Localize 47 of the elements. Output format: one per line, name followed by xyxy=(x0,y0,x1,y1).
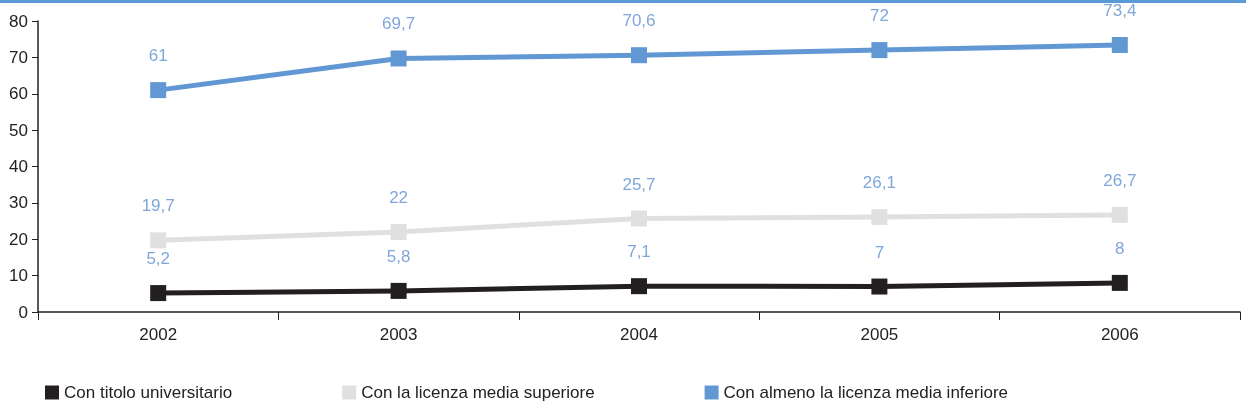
y-tick-label: 60 xyxy=(9,84,28,104)
data-label: 22 xyxy=(389,187,409,207)
y-tick-label: 80 xyxy=(9,11,28,31)
y-tick-label: 20 xyxy=(9,229,28,249)
x-tick-label: 2005 xyxy=(860,325,899,344)
x-tick-label: 2004 xyxy=(620,325,658,344)
point xyxy=(631,278,647,295)
point xyxy=(150,285,167,302)
point xyxy=(1111,206,1128,223)
point xyxy=(390,282,407,299)
x-tick-label: 2006 xyxy=(1100,325,1139,344)
y-tick-label: 10 xyxy=(9,266,28,286)
data-label: 70,6 xyxy=(622,11,656,31)
y-tick-label: 50 xyxy=(9,120,28,140)
y-tick-label: 0 xyxy=(18,302,28,322)
point xyxy=(631,47,647,64)
y-tick-label: 70 xyxy=(9,47,28,67)
data-label: 8 xyxy=(1115,238,1125,258)
data-label: 73,4 xyxy=(1103,1,1137,21)
data-label: 72 xyxy=(869,6,889,26)
point xyxy=(1111,274,1128,291)
y-tick-label: 30 xyxy=(9,193,28,213)
data-label: 19,7 xyxy=(141,196,175,216)
point xyxy=(390,50,407,67)
data-label: 26,1 xyxy=(862,173,896,193)
point xyxy=(390,223,407,240)
legend-label: Con la licenza media superiore xyxy=(361,383,595,402)
point xyxy=(871,278,888,295)
point xyxy=(150,82,167,99)
legend-label: Con almeno la licenza media inferiore xyxy=(723,383,1009,402)
point xyxy=(871,209,888,226)
y-tick-label: 40 xyxy=(9,157,28,176)
data-label: 25,7 xyxy=(622,174,656,194)
data-label: 7,1 xyxy=(627,242,651,262)
data-label: 5,8 xyxy=(386,246,411,266)
point xyxy=(1111,37,1128,54)
data-label: 26,7 xyxy=(1103,170,1137,190)
data-label: 61 xyxy=(148,46,168,66)
x-tick-label: 2002 xyxy=(139,325,178,344)
point xyxy=(150,232,167,249)
point xyxy=(631,210,647,227)
data-label: 5,2 xyxy=(146,249,171,269)
data-label: 69,7 xyxy=(382,14,416,34)
x-tick-label: 2003 xyxy=(379,325,418,344)
legend-label: Con titolo universitario xyxy=(64,383,233,402)
data-label: 7 xyxy=(874,242,885,262)
point xyxy=(871,42,888,59)
